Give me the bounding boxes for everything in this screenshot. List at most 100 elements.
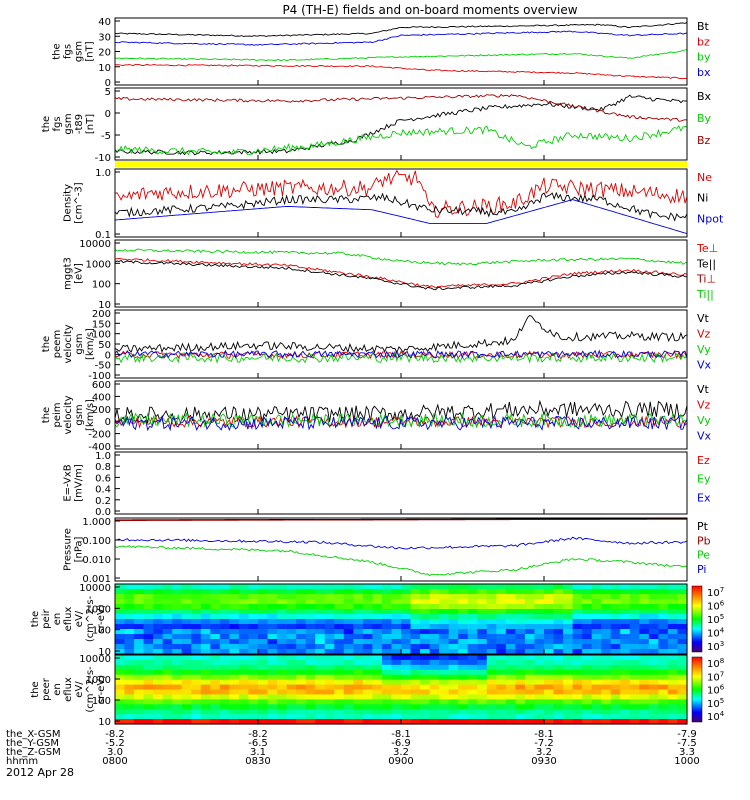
heatmap-cell (458, 674, 469, 681)
heatmap-cell (324, 644, 335, 650)
ytick-label: 10000 (79, 654, 111, 665)
heatmap-cell (563, 655, 574, 661)
heatmap-cell (334, 629, 345, 635)
heatmap-cell (267, 644, 278, 650)
heatmap-cell (401, 649, 412, 655)
heatmap-cell (191, 584, 202, 590)
heatmap-cell (467, 684, 478, 691)
heatmap-cell (467, 689, 478, 696)
heatmap-cell (563, 704, 574, 710)
heatmap-cell (534, 694, 545, 700)
heatmap-cell (591, 609, 602, 615)
heatmap-cell (677, 684, 688, 691)
heatmap-cell (305, 694, 316, 700)
ephem-value: 0930 (531, 756, 556, 767)
heatmap-cell (258, 664, 269, 671)
heatmap-cell (162, 634, 173, 640)
heatmap-cell (229, 719, 240, 725)
heatmap-cell (553, 655, 564, 661)
heatmap-cell (286, 584, 297, 590)
heatmap-cell (677, 704, 688, 710)
heatmap-cell (582, 614, 593, 620)
heatmap-cell (620, 604, 631, 610)
heatmap-cell (134, 655, 145, 661)
heatmap-cell (381, 714, 393, 720)
colorbar-label: 108 (707, 657, 724, 670)
heatmap-cell (505, 655, 516, 661)
ytick-label: -400 (88, 442, 111, 453)
heatmap-cell (591, 709, 602, 715)
heatmap-cell (353, 659, 364, 666)
heatmap-cell (153, 604, 164, 610)
heatmap-cell (172, 669, 183, 676)
heatmap-cell (486, 594, 497, 600)
heatmap-cell (439, 714, 450, 720)
ytick-label: 0.100 (82, 536, 111, 547)
heatmap-cell (334, 644, 345, 650)
heatmap-cell (210, 674, 221, 681)
heatmap-cell (238, 679, 250, 686)
heatmap-cell (362, 584, 373, 590)
heatmap-cell (448, 609, 459, 615)
ytick-label: 0.0 (95, 507, 111, 518)
heatmap-cell (286, 714, 297, 720)
heatmap-cell (296, 589, 307, 595)
heatmap-cell (572, 624, 583, 630)
heatmap-cell (620, 614, 631, 620)
heatmap-cell (486, 694, 497, 700)
legend-Vx: Vx (697, 359, 712, 372)
heatmap-cell (620, 669, 631, 676)
heatmap-cell (572, 694, 583, 700)
heatmap-cell (362, 614, 373, 620)
heatmap-cell (677, 614, 688, 620)
heatmap-cell (248, 709, 259, 715)
heatmap-cell (477, 589, 488, 595)
heatmap-cell (486, 714, 497, 720)
heatmap-cell (677, 674, 688, 681)
heatmap-cell (572, 614, 583, 620)
heatmap-cell (420, 714, 431, 720)
heatmap-cell (153, 624, 164, 630)
heatmap-cell (362, 655, 373, 661)
heatmap-cell (639, 659, 650, 666)
heatmap-cell (553, 699, 564, 705)
heatmap-cell (162, 674, 173, 681)
heatmap-cell (639, 704, 650, 710)
heatmap-cell (191, 604, 202, 610)
heatmap-cell (553, 619, 564, 625)
heatmap-cell (286, 689, 297, 696)
heatmap-cell (277, 699, 288, 705)
heatmap-cell (343, 659, 354, 666)
series-line-red (114, 63, 688, 80)
heatmap-cell (429, 649, 440, 655)
heatmap-cell (448, 599, 459, 605)
heatmap-cell (610, 684, 621, 691)
heatmap-cell (372, 664, 383, 671)
heatmap-cell (324, 589, 335, 595)
heatmap-cell (258, 609, 269, 615)
heatmap-cell (162, 669, 173, 676)
heatmap-cell (439, 619, 450, 625)
heatmap-cell (420, 694, 431, 700)
ylabel-line: [nT] (85, 41, 96, 61)
heatmap-cell (162, 684, 173, 691)
heatmap-cell (496, 599, 507, 605)
heatmap-cell (115, 629, 126, 635)
heatmap-cell (410, 694, 421, 700)
heatmap-cell (401, 604, 412, 610)
heatmap-cell (486, 719, 497, 725)
heatmap-cell (372, 679, 383, 686)
heatmap-cell (429, 609, 440, 615)
heatmap-cell (381, 659, 393, 666)
heatmap-cell (296, 599, 307, 605)
series-line-green (114, 351, 688, 364)
heatmap-cell (305, 659, 316, 666)
heatmap-cell (563, 694, 574, 700)
heatmap-cell (534, 629, 545, 635)
heatmap-cell (620, 594, 631, 600)
heatmap-cell (658, 689, 669, 696)
heatmap-cell (219, 674, 230, 681)
heatmap-cell (200, 679, 211, 686)
heatmap-cell (362, 664, 373, 671)
heatmap-cell (467, 589, 478, 595)
